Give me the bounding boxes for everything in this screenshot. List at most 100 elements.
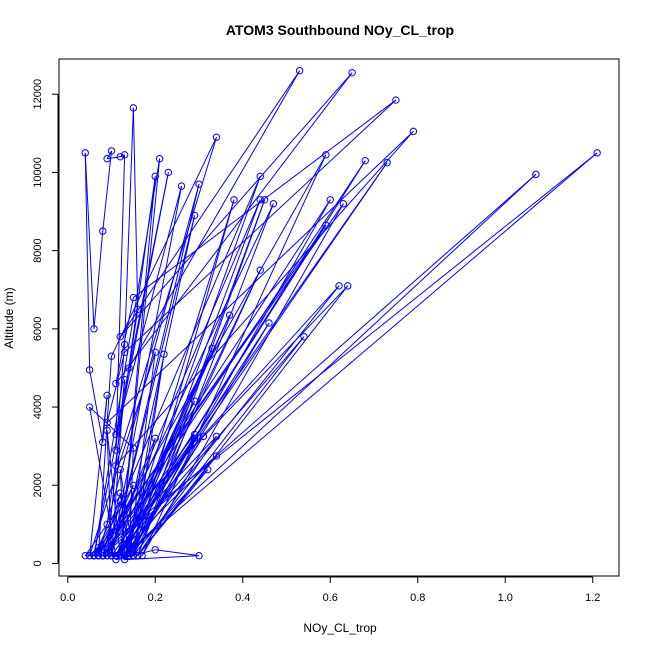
data-point <box>322 221 330 229</box>
series-segment <box>115 131 414 467</box>
data-point <box>300 332 308 341</box>
series-segment <box>124 174 537 557</box>
series-segment <box>97 184 200 556</box>
data-point <box>151 172 159 181</box>
series-segment <box>128 199 331 556</box>
data-point <box>120 340 129 349</box>
series-segment <box>133 99 397 298</box>
data-point <box>125 364 133 372</box>
series-segment <box>93 500 121 556</box>
data-point <box>151 348 159 357</box>
x-tick-label: 0.4 <box>235 592 250 604</box>
data-point <box>129 481 138 489</box>
y-tick-label: 6000 <box>32 317 44 341</box>
series-segment <box>128 199 261 556</box>
series-segment <box>111 136 217 357</box>
series-segment <box>93 224 327 556</box>
series-segment <box>132 434 196 556</box>
data-point <box>112 430 120 439</box>
series-lines <box>84 70 598 561</box>
series-segment <box>115 72 353 384</box>
data-point <box>190 211 199 220</box>
data-point <box>99 227 107 235</box>
data-point <box>151 546 159 554</box>
data-point <box>116 465 124 474</box>
data-point <box>120 555 129 564</box>
series-segment <box>119 400 196 556</box>
data-point <box>212 133 221 141</box>
data-point <box>164 168 173 177</box>
data-point <box>348 68 356 77</box>
series-segment <box>115 297 134 384</box>
data-point <box>269 199 278 208</box>
x-tick-label: 1.2 <box>585 592 600 604</box>
series-segment <box>93 158 161 556</box>
data-point <box>103 155 111 163</box>
y-tick-label: 12000 <box>32 79 44 110</box>
data-point <box>116 332 124 341</box>
data-point <box>335 282 343 290</box>
series-segment <box>84 152 91 370</box>
data-point <box>326 196 334 204</box>
data-point <box>85 403 94 411</box>
y-tick-label: 4000 <box>32 395 44 419</box>
data-point <box>116 153 124 161</box>
data-point <box>103 551 111 560</box>
data-point <box>85 551 94 560</box>
series-segment <box>97 176 261 556</box>
x-tick-label: 0.6 <box>323 592 338 604</box>
x-axis-label: NOy_CL_trop <box>303 621 377 635</box>
series-segment <box>106 130 414 424</box>
series-segment <box>128 448 134 556</box>
data-point <box>90 551 98 560</box>
series-segment <box>106 199 261 556</box>
series-segment <box>106 430 112 556</box>
y-tick-label: 2000 <box>32 473 44 497</box>
x-axis: 0.0 0.2 0.4 0.6 0.8 1.0 1.2 <box>60 576 600 604</box>
series-segment <box>124 99 397 353</box>
series-segment <box>120 154 125 158</box>
data-point <box>120 151 129 159</box>
y-axis: 0 2000 4000 6000 8000 10000 12000 <box>32 79 59 567</box>
series-segment <box>93 152 598 557</box>
data-point <box>107 551 116 560</box>
data-point <box>107 147 116 155</box>
series-segment <box>124 152 598 557</box>
data-point <box>195 180 203 188</box>
data-point <box>120 375 129 384</box>
series-segment <box>106 150 112 159</box>
data-point <box>103 520 111 529</box>
data-point <box>116 489 124 497</box>
data-point <box>99 438 107 446</box>
y-tick-label: 0 <box>32 560 44 566</box>
data-point <box>225 311 234 319</box>
series-segment <box>102 436 217 557</box>
data-point <box>112 446 120 454</box>
series-segment <box>89 285 349 557</box>
data-point <box>190 430 199 439</box>
series-segment <box>89 352 156 556</box>
data-point <box>409 127 418 136</box>
data-point <box>103 391 111 400</box>
x-tick-label: 0.8 <box>410 592 425 604</box>
series-segment <box>97 154 327 556</box>
data-point <box>90 325 98 333</box>
data-point <box>107 352 116 360</box>
data-point <box>116 497 124 505</box>
series-segment <box>93 231 104 329</box>
data-point <box>204 465 212 474</box>
data-point <box>177 182 186 190</box>
data-point <box>361 156 369 165</box>
data-point <box>265 319 273 327</box>
series-segment <box>119 469 134 556</box>
x-tick-label: 1.0 <box>498 592 513 604</box>
data-point <box>103 426 111 435</box>
series-segment <box>89 406 134 449</box>
data-point <box>256 172 264 181</box>
series-segment <box>115 137 217 466</box>
series-segment <box>119 72 353 337</box>
series-segment <box>155 549 200 557</box>
data-point <box>116 551 124 560</box>
